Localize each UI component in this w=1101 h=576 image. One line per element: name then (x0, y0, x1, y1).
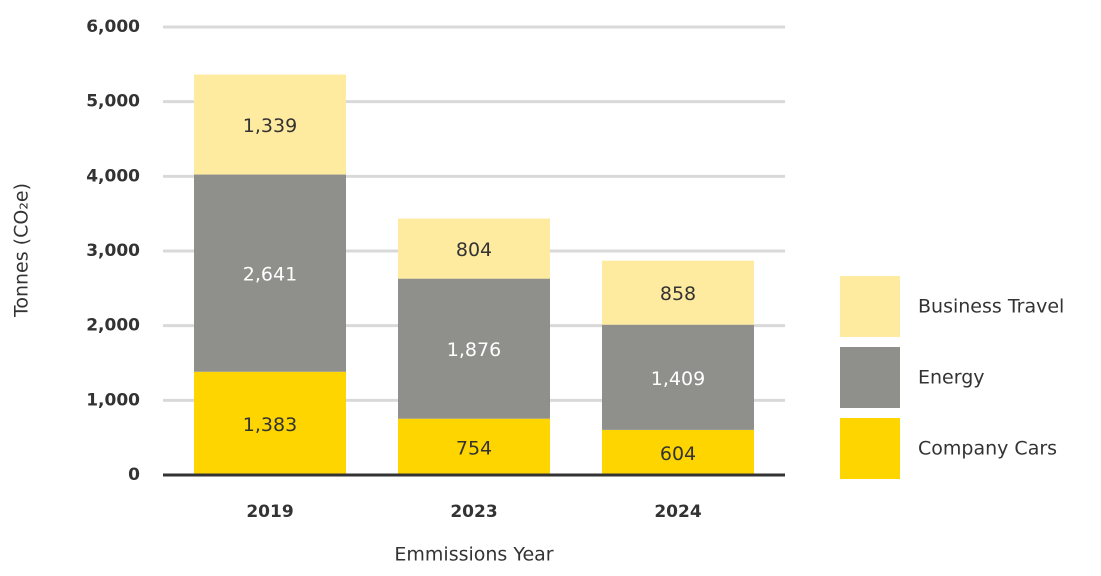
legend-label: Company Cars (918, 438, 1057, 460)
bar-segment (602, 429, 754, 475)
y-tick-label: 0 (128, 465, 140, 485)
data-label: 604 (660, 443, 696, 465)
x-tick-label: 2024 (654, 502, 701, 522)
x-axis-label: Emmissions Year (394, 544, 553, 566)
data-label: 804 (456, 239, 492, 261)
bar-segment (194, 74, 346, 175)
x-tick-label: 2019 (246, 502, 293, 522)
y-tick-label: 6,000 (86, 17, 140, 37)
bar-segment (602, 260, 754, 325)
y-axis-label: Tonnes (CO₂e) (11, 183, 33, 318)
legend-swatch (840, 276, 900, 337)
y-tick-label: 1,000 (86, 390, 140, 410)
y-tick-label: 4,000 (86, 166, 140, 186)
legend-label: Business Travel (918, 296, 1064, 318)
bar-segment (602, 324, 754, 430)
bar-segment (398, 218, 550, 279)
bar-segment (194, 371, 346, 475)
data-label: 1,339 (243, 115, 297, 137)
data-label: 1,383 (243, 414, 297, 436)
bar-segment (398, 278, 550, 419)
data-label: 858 (660, 283, 696, 305)
y-tick-label: 5,000 (86, 92, 140, 112)
x-tick-label: 2023 (450, 502, 497, 522)
bar-segment (398, 418, 550, 475)
data-label: 754 (456, 437, 492, 459)
legend-label: Energy (918, 367, 985, 389)
data-label: 1,409 (651, 368, 705, 390)
bar-segment (194, 174, 346, 372)
y-tick-label: 3,000 (86, 241, 140, 261)
legend-swatch (840, 347, 900, 408)
legend-swatch (840, 418, 900, 479)
data-label: 2,641 (243, 264, 297, 286)
y-tick-label: 2,000 (86, 316, 140, 336)
data-label: 1,876 (447, 339, 501, 361)
